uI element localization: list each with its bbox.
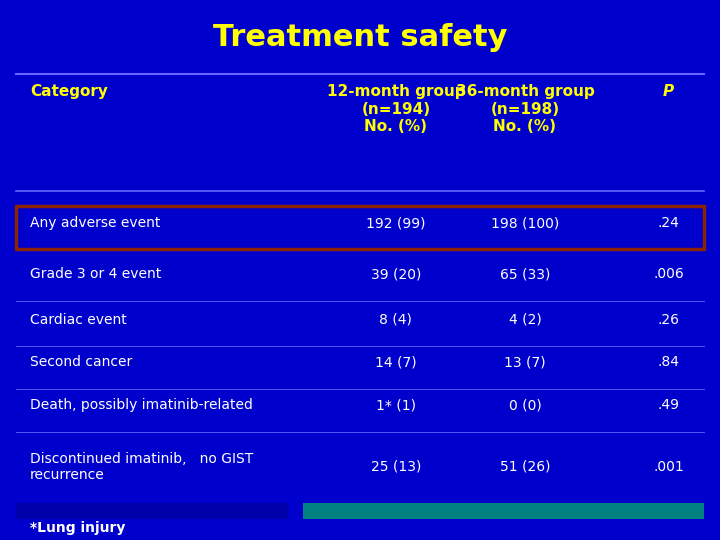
Text: 4 (2): 4 (2) <box>508 313 541 327</box>
Text: Treatment safety: Treatment safety <box>212 23 508 52</box>
Text: *Lung injury: *Lung injury <box>30 521 125 535</box>
Text: .006: .006 <box>653 267 684 281</box>
Text: .84: .84 <box>657 355 680 369</box>
Text: 14 (7): 14 (7) <box>375 355 417 369</box>
Bar <box>302 503 704 519</box>
Text: 39 (20): 39 (20) <box>371 267 421 281</box>
Text: 8 (4): 8 (4) <box>379 313 413 327</box>
Text: Grade 3 or 4 event: Grade 3 or 4 event <box>30 267 161 281</box>
Text: Cardiac event: Cardiac event <box>30 313 127 327</box>
Text: 198 (100): 198 (100) <box>491 217 559 231</box>
Text: 1* (1): 1* (1) <box>376 398 416 412</box>
Text: 0 (0): 0 (0) <box>508 398 541 412</box>
Text: 13 (7): 13 (7) <box>504 355 546 369</box>
Text: .001: .001 <box>653 460 684 474</box>
Text: 12-month group
(n=194)
No. (%): 12-month group (n=194) No. (%) <box>327 84 465 134</box>
Text: .49: .49 <box>657 398 680 412</box>
Text: .26: .26 <box>657 313 680 327</box>
Text: 192 (99): 192 (99) <box>366 217 426 231</box>
Text: Discontinued imatinib,   no GIST
recurrence: Discontinued imatinib, no GIST recurrenc… <box>30 451 253 482</box>
Text: Second cancer: Second cancer <box>30 355 132 369</box>
Text: P: P <box>663 84 674 99</box>
Text: 36-month group
(n=198)
No. (%): 36-month group (n=198) No. (%) <box>456 84 594 134</box>
Text: 65 (33): 65 (33) <box>500 267 550 281</box>
Text: 25 (13): 25 (13) <box>371 460 421 474</box>
Text: Death, possibly imatinib-related: Death, possibly imatinib-related <box>30 398 253 412</box>
Text: .24: .24 <box>657 217 680 231</box>
Bar <box>16 503 288 519</box>
Text: 51 (26): 51 (26) <box>500 460 550 474</box>
Text: Any adverse event: Any adverse event <box>30 217 161 231</box>
Text: Category: Category <box>30 84 108 99</box>
